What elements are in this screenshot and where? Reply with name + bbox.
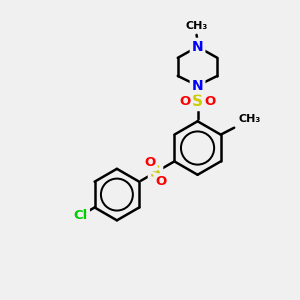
Text: N: N xyxy=(192,79,203,93)
Text: CH₃: CH₃ xyxy=(238,114,260,124)
Text: S: S xyxy=(150,165,161,180)
Text: O: O xyxy=(155,175,167,188)
Text: S: S xyxy=(192,94,203,109)
Text: O: O xyxy=(205,95,216,108)
Text: O: O xyxy=(179,95,190,108)
Text: N: N xyxy=(192,40,203,54)
Text: Cl: Cl xyxy=(74,209,88,222)
Text: CH₃: CH₃ xyxy=(185,21,208,31)
Text: O: O xyxy=(144,156,156,170)
